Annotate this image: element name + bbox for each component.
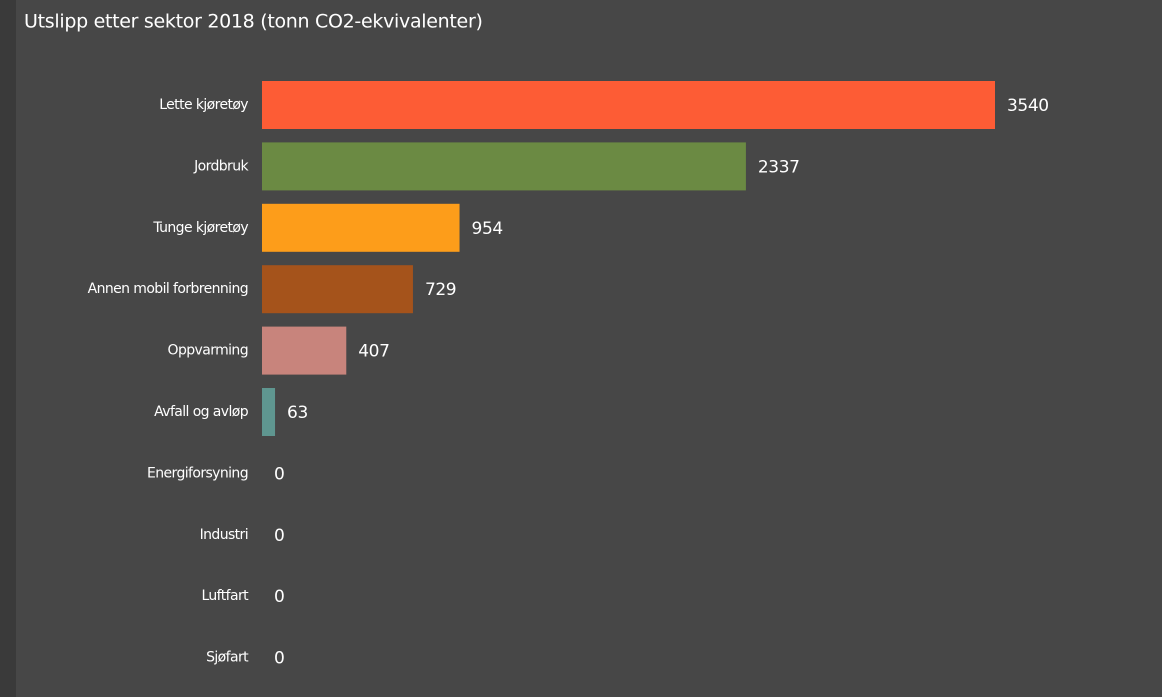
value-label: 954 bbox=[472, 219, 503, 239]
value-label: 63 bbox=[287, 403, 308, 423]
value-label: 0 bbox=[274, 526, 284, 546]
category-label: Jordbruk bbox=[193, 158, 249, 174]
value-label: 729 bbox=[425, 280, 456, 300]
value-label: 0 bbox=[274, 464, 284, 484]
bar bbox=[262, 265, 413, 314]
bar bbox=[262, 203, 460, 252]
category-label: Sjøfart bbox=[206, 650, 249, 666]
bar bbox=[262, 142, 746, 191]
category-label: Tunge kjøretøy bbox=[152, 220, 248, 236]
category-label: Oppvarming bbox=[168, 343, 248, 359]
bar bbox=[262, 388, 276, 436]
category-label: Industri bbox=[200, 527, 248, 543]
value-label: 2337 bbox=[758, 157, 800, 177]
category-label: Energiforsyning bbox=[147, 465, 248, 481]
value-label: 0 bbox=[274, 587, 284, 607]
category-label: Annen mobil forbrenning bbox=[88, 281, 248, 297]
category-label: Avfall og avløp bbox=[154, 404, 249, 420]
value-label: 3540 bbox=[1007, 96, 1049, 116]
bar bbox=[262, 326, 347, 375]
value-label: 0 bbox=[274, 649, 284, 669]
chart-title: Utslipp etter sektor 2018 (tonn CO2-ekvi… bbox=[24, 11, 483, 33]
bar bbox=[262, 81, 995, 129]
category-label: Luftfart bbox=[201, 588, 249, 604]
category-label: Lette kjøretøy bbox=[159, 97, 248, 113]
value-label: 407 bbox=[358, 342, 389, 362]
